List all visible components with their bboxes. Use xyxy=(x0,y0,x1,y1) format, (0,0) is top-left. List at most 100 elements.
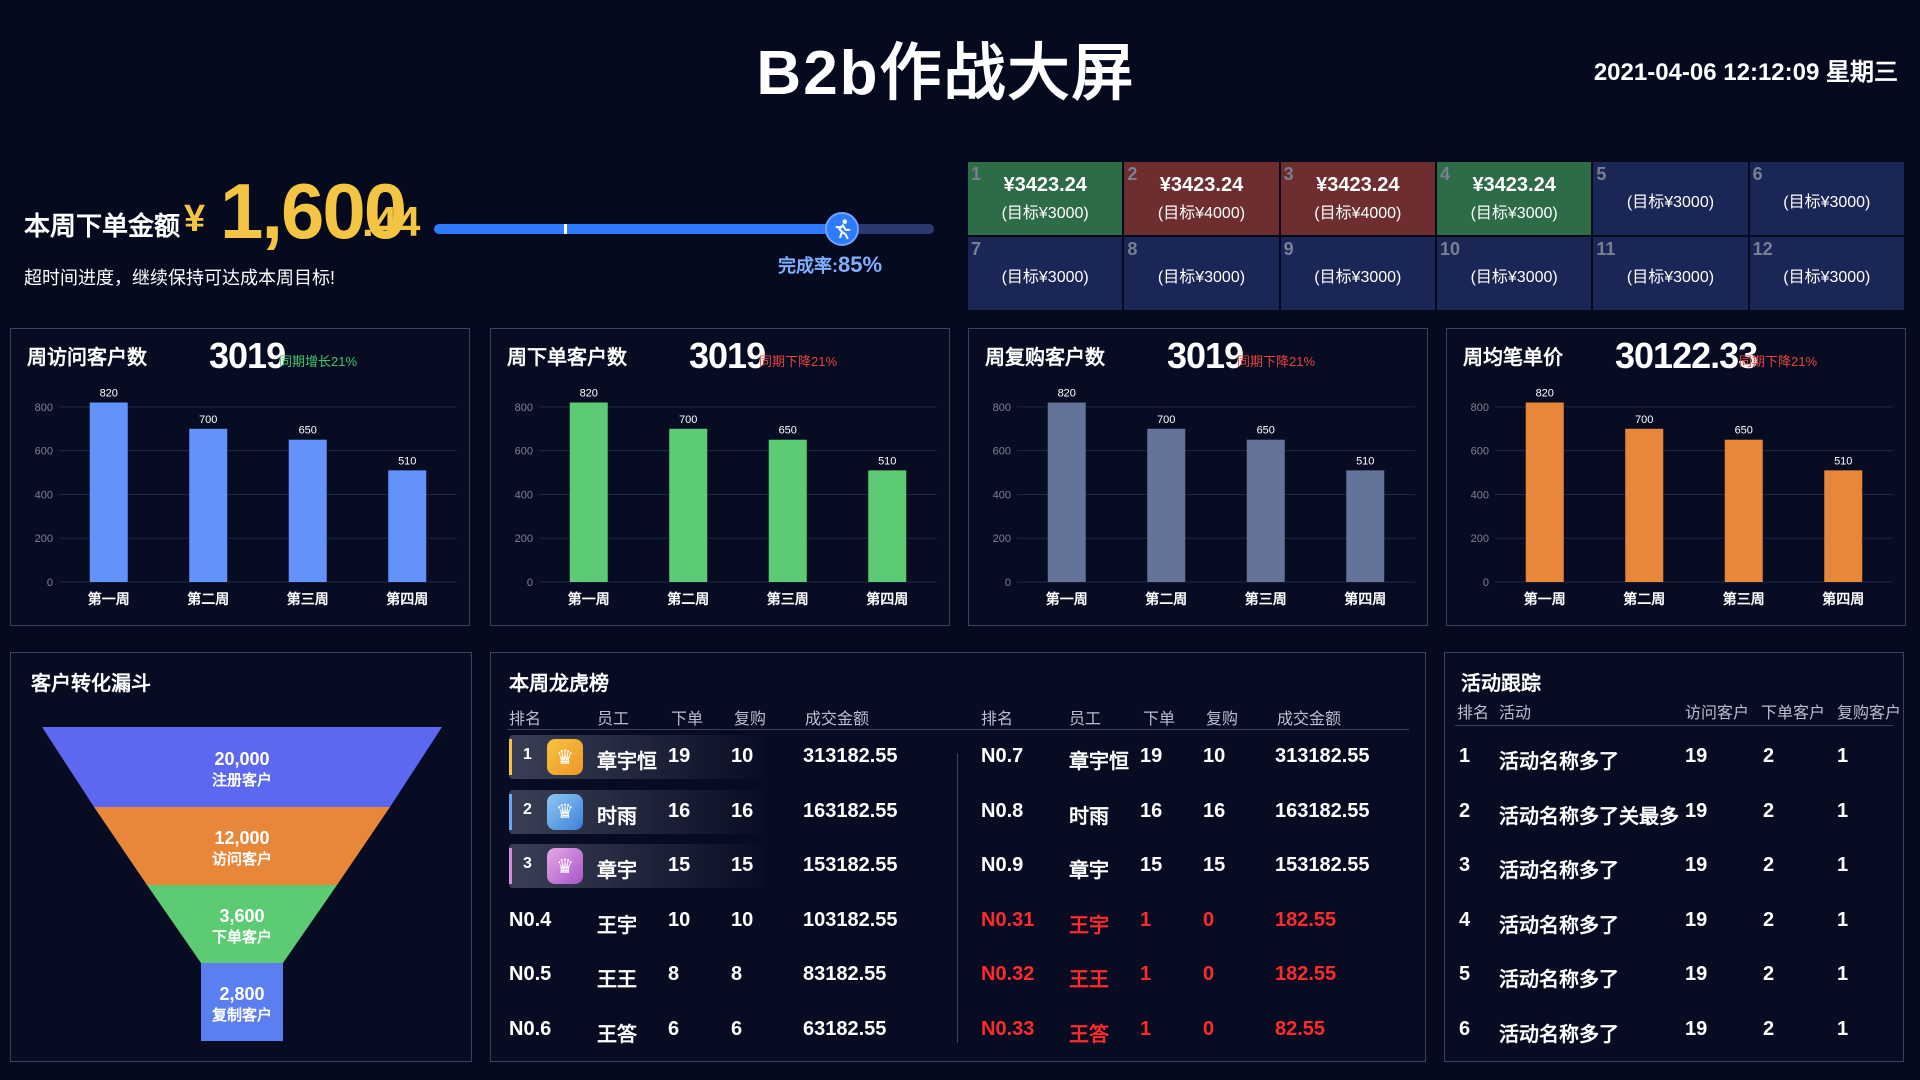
ranking-amount: 103182.55 xyxy=(803,908,898,931)
activity-rank: 2 xyxy=(1459,799,1471,822)
activity-orders: 2 xyxy=(1763,1017,1775,1040)
ranking-amount: 163182.55 xyxy=(1275,799,1370,822)
kpi-value: 30122.33 xyxy=(1615,335,1758,376)
funnel-stage xyxy=(94,807,390,885)
activity-repeat: 1 xyxy=(1837,745,1849,767)
target-cell: 4 ¥3423.24 (目标¥3000) xyxy=(1436,162,1592,235)
target-index: 5 xyxy=(1596,164,1607,184)
activity-visits: 19 xyxy=(1685,745,1708,767)
ranking-amount: 63182.55 xyxy=(803,1017,887,1040)
ranking-stripe xyxy=(509,793,512,830)
bar-value-label: 820 xyxy=(580,388,598,400)
ranking-repeat: 0 xyxy=(1203,908,1215,931)
y-tick-label: 600 xyxy=(515,446,533,458)
target-cell: 12 (目标¥3000) xyxy=(1749,237,1904,310)
ranking-rank: N0.7 xyxy=(981,745,1024,767)
ranking-stripe xyxy=(509,848,512,884)
target-goal: (目标¥4000) xyxy=(1314,205,1402,222)
bar xyxy=(1346,470,1385,582)
activity-rank: 1 xyxy=(1459,745,1471,767)
bar-value-label: 510 xyxy=(398,455,416,467)
funnel-stage-label: 注册客户 xyxy=(212,771,272,789)
bar-value-label: 650 xyxy=(1735,425,1753,437)
activity-header: 活动 xyxy=(1499,705,1532,722)
ranking-repeat: 10 xyxy=(731,745,754,767)
y-tick-label: 400 xyxy=(515,489,533,501)
page-title: B2b作战大屏 xyxy=(756,39,1136,108)
bar xyxy=(388,470,427,582)
target-cell: 7 (目标¥3000) xyxy=(968,237,1123,310)
ranking-repeat: 15 xyxy=(1203,854,1226,876)
funnel-stage-value: 3,600 xyxy=(219,906,264,926)
target-goal: (目标¥3000) xyxy=(1157,268,1246,286)
y-tick-label: 400 xyxy=(993,489,1011,501)
y-tick-label: 200 xyxy=(1471,533,1489,545)
kpi-change: 同期增长21% xyxy=(279,354,358,369)
ranking-name: 王答 xyxy=(1069,1023,1109,1046)
ranking-header-divider xyxy=(507,729,1409,730)
activity-header: 复购客户 xyxy=(1837,705,1902,722)
x-tick-label: 第四周 xyxy=(866,591,908,607)
kpi-card: 周下单客户数 3019 同期下降21% 0 200 400 600 800 820 第一周 700 第… xyxy=(490,328,950,626)
ranking-amount: 153182.55 xyxy=(803,854,898,876)
x-tick-label: 第三周 xyxy=(1245,591,1287,607)
activity-card: 活动跟踪 排名 活动 访问客户 下单客户 复购客户 1 活动名称多了 19 2 1 2 活动名称多了关… xyxy=(1444,652,1904,1062)
bar xyxy=(1525,402,1564,582)
ranking-rank: N0.5 xyxy=(509,963,552,985)
target-index: 1 xyxy=(971,164,982,184)
target-goal: (目标¥3000) xyxy=(1626,193,1715,211)
activity-name: 活动名称多了关最多 xyxy=(1499,805,1679,828)
ranking-repeat: 10 xyxy=(731,908,754,931)
bar-value-label: 510 xyxy=(1356,455,1374,467)
bar-value-label: 650 xyxy=(1257,425,1275,437)
activity-name: 活动名称多了 xyxy=(1499,1023,1619,1046)
ranking-card: 本周龙虎榜 排名 员工 下单 复购 成交金额 排名 员工 下单 复购 成交金额 1 ♛ 章宇恒 19 10 3… xyxy=(490,652,1426,1062)
ranking-orders: 16 xyxy=(668,799,691,822)
activity-repeat: 1 xyxy=(1837,963,1849,985)
target-cell: 3 ¥3423.24 (目标¥4000) xyxy=(1280,162,1435,235)
funnel-stage-label: 下单客户 xyxy=(212,928,272,946)
kpi-change: 同期下降21% xyxy=(759,354,838,369)
ranking-header: 下单 xyxy=(1143,711,1176,728)
ranking-header: 排名 xyxy=(509,711,542,728)
bar-value-label: 510 xyxy=(1834,455,1852,467)
target-achieved: ¥3423.24 xyxy=(1159,174,1244,196)
ranking-rank: N0.9 xyxy=(981,854,1024,876)
crown-medal-icon: ♛ xyxy=(547,739,583,775)
kpi-change: 同期下降21% xyxy=(1237,354,1316,369)
activity-orders: 2 xyxy=(1763,854,1775,876)
ranking-amount: 82.55 xyxy=(1275,1017,1326,1040)
kpi-title: 周访问客户数 xyxy=(27,347,147,369)
y-tick-label: 800 xyxy=(515,402,533,414)
bar xyxy=(1724,439,1763,582)
y-tick-label: 0 xyxy=(1483,577,1489,589)
funnel-stage-value: 20,000 xyxy=(214,749,269,769)
activity-orders: 2 xyxy=(1763,799,1775,822)
ranking-amount: 182.55 xyxy=(1275,963,1337,985)
bar-value-label: 700 xyxy=(679,414,697,426)
bar-value-label: 700 xyxy=(199,414,217,426)
target-index: 3 xyxy=(1283,164,1294,184)
ranking-title: 本周龙虎榜 xyxy=(509,673,609,695)
ranking-amount: 182.55 xyxy=(1275,908,1337,931)
ranking-orders: 19 xyxy=(1140,745,1163,767)
target-cell: 9 (目标¥3000) xyxy=(1280,237,1435,310)
activity-title: 活动跟踪 xyxy=(1461,673,1541,695)
activity-visits: 19 xyxy=(1685,854,1708,876)
ranking-rank: 2 xyxy=(523,800,532,818)
activity-repeat: 1 xyxy=(1837,908,1849,931)
bar-value-label: 510 xyxy=(878,455,896,467)
bar-value-label: 820 xyxy=(1536,388,1554,400)
ranking-orders: 15 xyxy=(1140,854,1163,876)
target-goal: (目标¥3000) xyxy=(1783,193,1871,211)
bar xyxy=(1625,428,1664,582)
ranking-rank: N0.33 xyxy=(981,1017,1035,1040)
activity-name: 活动名称多了 xyxy=(1499,914,1619,937)
x-tick-label: 第三周 xyxy=(767,591,809,607)
activity-visits: 19 xyxy=(1685,1017,1708,1040)
ranking-name: 章宇恒 xyxy=(1069,751,1129,773)
summary-label: 本周下单金额 xyxy=(24,211,181,241)
bar-chart: 0 200 400 600 800 820 第一周 700 第二周 650 第三周 510 第四周 xyxy=(993,388,1415,607)
runner-icon xyxy=(825,212,859,246)
x-tick-label: 第四周 xyxy=(1822,591,1864,607)
